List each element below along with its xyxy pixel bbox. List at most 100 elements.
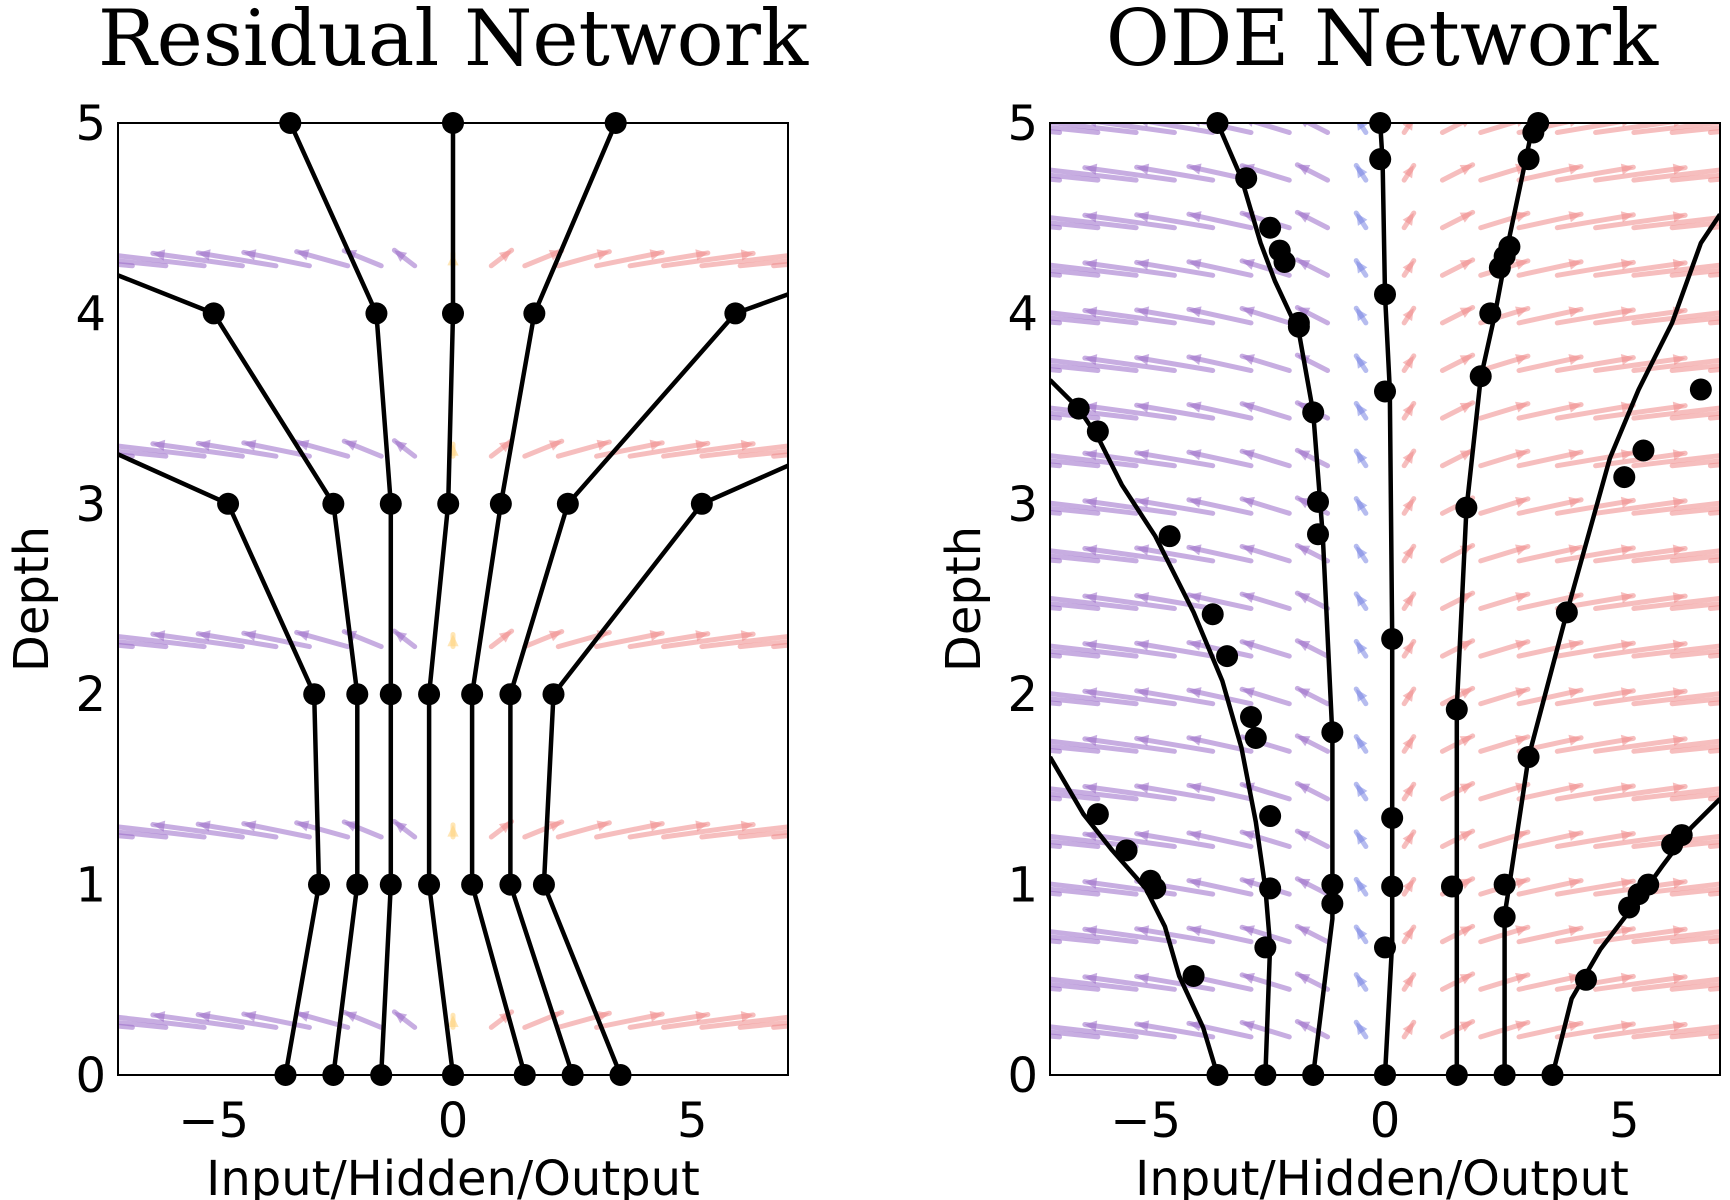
y-tick-label: 2 bbox=[1007, 667, 1038, 723]
field-arrow-head bbox=[1136, 544, 1150, 556]
field-arrow-head bbox=[1188, 1020, 1202, 1032]
field-arrow-head bbox=[1459, 973, 1473, 985]
field-arrow bbox=[150, 441, 245, 459]
field-arrow-head bbox=[1136, 829, 1150, 842]
y-tick-label: 1 bbox=[1007, 858, 1038, 914]
trajectory-point bbox=[1445, 698, 1468, 721]
field-arrow-head bbox=[1568, 401, 1582, 413]
field-arrow bbox=[1593, 307, 1688, 326]
field-arrow bbox=[1134, 307, 1216, 326]
x-tick-label: 0 bbox=[438, 1093, 469, 1149]
field-arrow-head bbox=[1515, 449, 1528, 461]
field-arrow-head bbox=[1297, 640, 1311, 652]
trajectory-point bbox=[1369, 148, 1392, 171]
field-arrow-head bbox=[1356, 260, 1368, 274]
field-arrow-head bbox=[1084, 639, 1098, 651]
x-tick-label: 5 bbox=[677, 1093, 708, 1149]
field-arrow bbox=[1050, 886, 1101, 897]
trajectory-point bbox=[1321, 873, 1344, 896]
field-arrow-head bbox=[1724, 925, 1730, 936]
field-arrow bbox=[1050, 367, 1063, 374]
trajectory-point bbox=[1259, 877, 1282, 900]
trajectory-point bbox=[346, 873, 369, 896]
field-arrow bbox=[737, 639, 788, 650]
y-tick-label: 1 bbox=[75, 858, 106, 914]
field-arrow-head bbox=[1084, 211, 1098, 223]
field-arrow-head bbox=[1297, 164, 1311, 176]
y-tick-label: 2 bbox=[75, 667, 106, 723]
field-arrow-head bbox=[1672, 258, 1686, 271]
field-arrow-head bbox=[1136, 782, 1150, 794]
field-arrow bbox=[1554, 164, 1636, 183]
field-arrow bbox=[1050, 843, 1063, 850]
field-arrow-head bbox=[1620, 353, 1634, 366]
field-arrow-head bbox=[1568, 211, 1582, 223]
field-arrow-head bbox=[1242, 496, 1255, 508]
field-arrow bbox=[1050, 123, 1139, 136]
trajectory-line bbox=[426, 123, 456, 1075]
field-arrow bbox=[661, 631, 756, 650]
field-arrow-head bbox=[1459, 831, 1473, 842]
field-arrow-head bbox=[1672, 877, 1686, 889]
field-arrow-head bbox=[548, 440, 562, 451]
field-arrow-head bbox=[198, 439, 211, 451]
field-arrow-head bbox=[1459, 307, 1473, 318]
field-arrow-head bbox=[1188, 639, 1202, 651]
field-arrow bbox=[195, 631, 279, 650]
field-arrow-head bbox=[1672, 639, 1686, 651]
field-arrow bbox=[1082, 783, 1177, 802]
y-tick-label: 5 bbox=[1007, 96, 1038, 152]
field-arrow bbox=[1082, 688, 1177, 707]
field-arrow bbox=[1554, 123, 1629, 136]
field-arrow bbox=[1134, 497, 1216, 516]
field-arrow bbox=[118, 452, 135, 459]
field-arrow bbox=[1050, 985, 1063, 992]
field-arrow bbox=[1050, 176, 1063, 183]
trajectory-point bbox=[1244, 726, 1267, 749]
field-arrow-head bbox=[1033, 354, 1045, 365]
field-arrow-head bbox=[1515, 258, 1528, 270]
field-arrow-head bbox=[1089, 123, 1097, 128]
trajectory-line bbox=[118, 273, 360, 1075]
field-arrow-head bbox=[1672, 496, 1686, 509]
field-arrow-head bbox=[1242, 687, 1255, 699]
trajectory-point bbox=[690, 492, 713, 515]
field-arrow bbox=[1134, 164, 1216, 183]
trajectory-point bbox=[1259, 805, 1282, 828]
field-arrow-head bbox=[198, 249, 211, 261]
trajectory-point bbox=[1689, 378, 1712, 401]
field-arrow-head bbox=[152, 439, 166, 451]
field-arrow bbox=[661, 822, 756, 840]
field-arrow-head bbox=[695, 820, 708, 832]
field-arrow bbox=[1554, 926, 1636, 945]
field-arrow bbox=[1669, 791, 1720, 802]
field-arrow-head bbox=[1620, 591, 1634, 604]
field-arrow-head bbox=[1724, 259, 1730, 270]
field-arrow-head bbox=[982, 973, 994, 984]
field-arrow-head bbox=[1033, 830, 1045, 841]
trajectory-point bbox=[461, 873, 484, 896]
field-arrow-head bbox=[1620, 449, 1634, 461]
field-arrow bbox=[1593, 498, 1688, 516]
field-arrow-head bbox=[740, 630, 754, 642]
field-arrow-head bbox=[1084, 258, 1098, 271]
field-arrow-head bbox=[1515, 306, 1528, 318]
field-arrow-head bbox=[447, 634, 459, 647]
field-arrow-head bbox=[198, 630, 211, 642]
field-arrow-head bbox=[1033, 402, 1045, 413]
field-arrow-head bbox=[933, 926, 945, 937]
field-arrow bbox=[1593, 641, 1688, 659]
field-arrow-head bbox=[1297, 307, 1311, 318]
field-arrow-head bbox=[1724, 211, 1730, 222]
field-arrow bbox=[1050, 458, 1101, 469]
field-arrow-head bbox=[1033, 1021, 1045, 1032]
field-arrow bbox=[737, 1020, 788, 1030]
trajectory-point bbox=[1240, 706, 1262, 729]
field-arrow-head bbox=[1136, 401, 1150, 413]
field-arrow bbox=[1134, 973, 1216, 992]
field-arrow bbox=[771, 1023, 788, 1030]
field-arrow bbox=[1082, 165, 1177, 183]
field-arrow-head bbox=[243, 820, 257, 832]
field-arrow bbox=[1050, 553, 1101, 564]
field-arrow bbox=[1082, 355, 1177, 374]
